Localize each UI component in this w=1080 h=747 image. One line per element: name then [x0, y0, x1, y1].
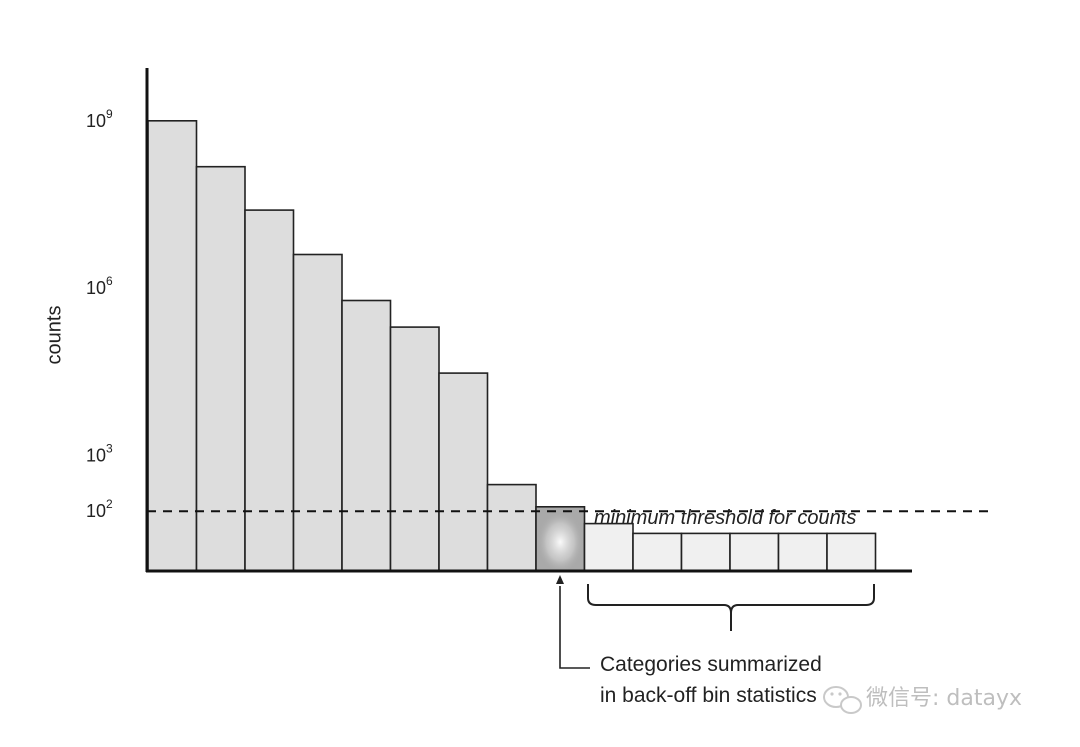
bar-2	[195, 165, 246, 572]
wechat-icon	[823, 686, 862, 714]
bar-13	[729, 532, 780, 572]
bar-3	[244, 209, 295, 572]
watermark-text: 微信号: datayx	[866, 686, 1022, 711]
bar-highlight-glow	[537, 507, 584, 570]
bar-7	[438, 372, 489, 572]
bar-8	[486, 483, 537, 572]
y-tick-label-2: 106	[86, 274, 113, 298]
bar-12	[680, 532, 731, 572]
y-axis-label: counts	[43, 306, 65, 365]
bar-11	[632, 532, 683, 572]
watermark: 微信号: datayx	[823, 686, 1022, 714]
bar-4	[292, 253, 343, 572]
bar-6	[389, 326, 440, 572]
bars-group	[147, 120, 877, 572]
y-tick-label-4: 102	[86, 497, 113, 521]
threshold-label: minimum threshold for counts	[594, 507, 856, 529]
y-tick-label-3: 103	[86, 442, 113, 466]
bar-15	[826, 532, 877, 572]
bar-14	[777, 532, 828, 572]
annotation-text-line-2: in back-off bin statistics	[600, 684, 817, 707]
annotation-pointer-line	[559, 586, 590, 669]
y-tick-label-1: 109	[86, 107, 113, 131]
bar-10	[583, 522, 634, 572]
annotation-arrow-icon	[556, 575, 564, 584]
y-tick-labels: 109 106 103 102	[86, 107, 113, 521]
annotation-text-line-1: Categories summarized	[600, 653, 822, 676]
bar-1	[147, 120, 198, 572]
below-threshold-brace	[587, 584, 875, 631]
bar-5	[341, 299, 392, 572]
